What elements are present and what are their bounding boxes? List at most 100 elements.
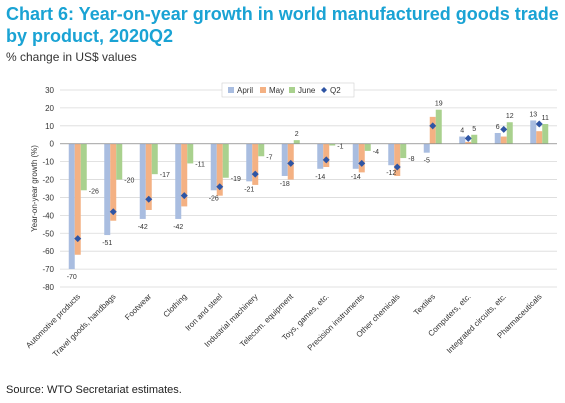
data-label: -14 — [315, 174, 325, 181]
legend-label: April — [237, 86, 253, 95]
bar-may-0 — [74, 143, 81, 255]
bar-may-1 — [110, 143, 117, 221]
y-tick-label: -20 — [42, 176, 54, 185]
bar-june-10 — [435, 109, 442, 144]
y-tick-label: 20 — [45, 104, 54, 113]
y-tick-label: -60 — [42, 247, 54, 256]
chart-subtitle: % change in US$ values — [6, 50, 137, 64]
category-label: Travel goods, handbags — [51, 292, 118, 359]
data-label: 12 — [506, 113, 514, 120]
bar-june-4 — [222, 143, 229, 178]
bar-june-5 — [258, 143, 265, 157]
bar-may-13 — [536, 131, 543, 144]
category-label: Textiles — [412, 292, 437, 317]
category-label: Integrated circuits, etc. — [445, 292, 508, 355]
data-label: -42 — [138, 224, 148, 231]
data-label: -20 — [124, 178, 134, 185]
bar-april-6 — [281, 143, 288, 176]
bar-may-2 — [145, 143, 152, 210]
y-tick-label: -10 — [42, 158, 54, 167]
data-label: 19 — [435, 101, 443, 108]
legend-label: Q2 — [330, 86, 341, 95]
data-label: -19 — [231, 176, 241, 183]
source-note: Source: WTO Secretariat estimates. — [6, 384, 182, 396]
bar-april-10 — [423, 143, 430, 153]
data-label: 2 — [295, 131, 299, 138]
bar-june-9 — [400, 143, 407, 159]
data-label: -12 — [386, 170, 396, 177]
bar-june-7 — [329, 143, 336, 146]
marker-q2-1 — [109, 208, 117, 216]
chart-title: Chart 6: Year-on-year growth in world ma… — [6, 4, 559, 46]
y-tick-label: 10 — [45, 122, 54, 131]
bar-june-6 — [293, 140, 300, 144]
y-tick-label: 30 — [45, 86, 54, 95]
data-label: -26 — [209, 195, 219, 202]
bar-june-12 — [506, 122, 513, 144]
marker-q2-11 — [464, 134, 472, 142]
y-tick-label: -30 — [42, 193, 54, 202]
data-label: -7 — [266, 154, 272, 161]
data-label: -4 — [373, 149, 379, 156]
legend-swatch-q2 — [321, 87, 327, 93]
marker-q2-3 — [180, 192, 188, 200]
bar-june-2 — [151, 143, 158, 175]
data-label: -17 — [160, 172, 170, 179]
bar-may-7 — [323, 143, 330, 168]
bar-april-4 — [210, 143, 217, 191]
bar-april-8 — [352, 143, 359, 169]
legend-swatch-may — [260, 87, 266, 93]
bar-may-3 — [181, 143, 188, 207]
marker-q2-9 — [393, 163, 401, 171]
data-label: -70 — [67, 274, 77, 281]
marker-q2-13 — [535, 120, 543, 128]
data-label: -26 — [89, 188, 99, 195]
category-label: Clothing — [162, 292, 189, 319]
bar-june-0 — [80, 143, 87, 191]
bar-may-10 — [429, 116, 436, 144]
data-label: 5 — [472, 126, 476, 133]
legend-label: May — [269, 86, 284, 95]
data-label: -21 — [244, 186, 254, 193]
bar-june-11 — [471, 134, 478, 144]
bar-may-8 — [358, 143, 365, 173]
bar-april-7 — [317, 143, 324, 169]
bar-june-3 — [187, 143, 194, 164]
data-label: -5 — [424, 158, 430, 165]
data-label: -42 — [173, 224, 183, 231]
data-label: -18 — [280, 181, 290, 188]
y-tick-label: -70 — [42, 265, 54, 274]
marker-q2-2 — [145, 195, 153, 203]
bar-april-13 — [530, 120, 537, 144]
marker-q2-4 — [216, 183, 224, 191]
data-label: -14 — [351, 174, 361, 181]
bar-may-5 — [252, 143, 259, 185]
bar-june-8 — [364, 143, 371, 151]
bar-april-1 — [104, 143, 111, 236]
bar-april-5 — [246, 143, 253, 182]
marker-q2-12 — [500, 125, 508, 133]
legend-swatch-april — [228, 87, 234, 93]
bar-april-3 — [175, 143, 182, 219]
category-label: Footwear — [123, 292, 153, 322]
y-tick-label: -50 — [42, 229, 54, 238]
marker-q2-0 — [74, 235, 82, 243]
y-tick-label: -80 — [42, 283, 54, 292]
bar-april-0 — [68, 143, 75, 270]
bar-april-9 — [388, 143, 395, 166]
y-axis-label: Year-on-year growth (%) — [30, 145, 39, 232]
data-label: -1 — [337, 144, 343, 151]
bar-april-12 — [494, 132, 501, 144]
data-label: 13 — [529, 111, 537, 118]
data-label: 4 — [460, 128, 464, 135]
bar-june-1 — [116, 143, 123, 180]
marker-q2-6 — [287, 159, 295, 167]
bar-april-2 — [139, 143, 146, 219]
marker-q2-10 — [429, 122, 437, 130]
legend — [221, 82, 355, 98]
data-label: -8 — [408, 156, 414, 163]
data-label: 6 — [496, 124, 500, 131]
legend-label: June — [298, 86, 316, 95]
y-tick-label: -40 — [42, 211, 54, 220]
